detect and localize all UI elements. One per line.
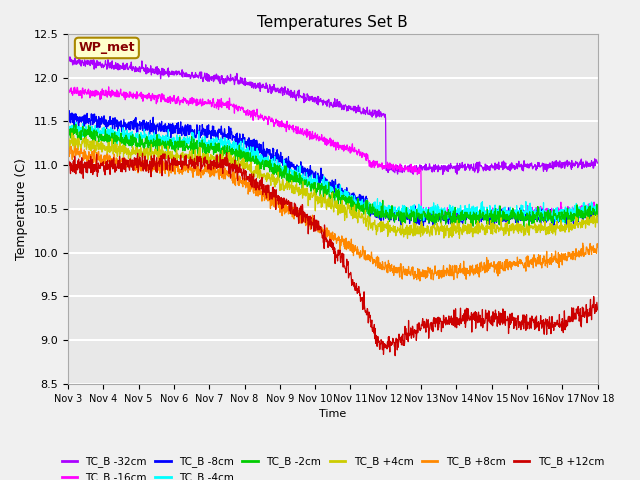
Legend: TC_B -32cm, TC_B -16cm, TC_B -8cm, TC_B -4cm, TC_B -2cm, TC_B +4cm, TC_B +8cm, T: TC_B -32cm, TC_B -16cm, TC_B -8cm, TC_B … <box>58 452 608 480</box>
Title: Temperatures Set B: Temperatures Set B <box>257 15 408 30</box>
Y-axis label: Temperature (C): Temperature (C) <box>15 158 28 260</box>
Text: WP_met: WP_met <box>79 41 135 54</box>
X-axis label: Time: Time <box>319 409 346 419</box>
